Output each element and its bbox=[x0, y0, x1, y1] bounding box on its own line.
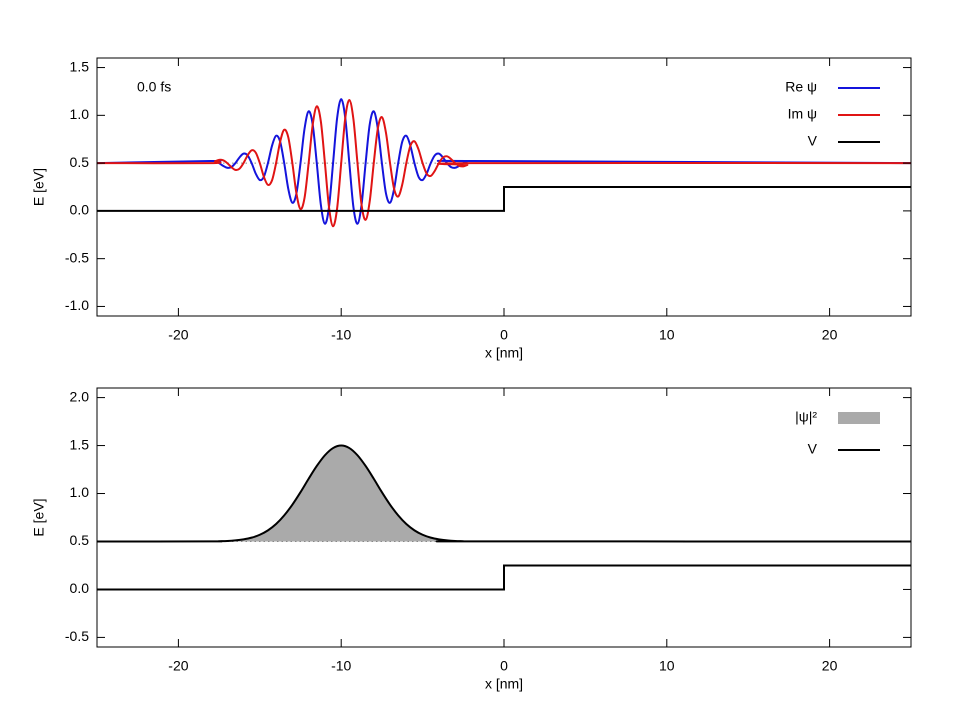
y-tick-label: 1.5 bbox=[70, 58, 90, 74]
series-line bbox=[97, 564, 911, 591]
x-tick-label: 20 bbox=[822, 327, 838, 343]
annotation: 0.0 fs bbox=[137, 79, 171, 95]
legend-label: Im ψ bbox=[788, 106, 817, 122]
y-tick-label: 1.0 bbox=[70, 484, 90, 500]
plot-frame bbox=[96, 57, 912, 317]
y-tick-label: 0.5 bbox=[70, 154, 90, 170]
x-tick-label: 10 bbox=[659, 658, 675, 674]
legend-swatch bbox=[838, 412, 880, 424]
y-tick-label: 0.0 bbox=[70, 580, 90, 596]
y-tick-label: -1.0 bbox=[65, 297, 89, 313]
legend-label: V bbox=[808, 441, 818, 457]
legend-label: |ψ|² bbox=[795, 409, 817, 425]
series-line bbox=[97, 98, 911, 228]
y-axis-label: E [eV] bbox=[31, 168, 47, 206]
x-tick-label: 20 bbox=[822, 658, 838, 674]
legend-label: V bbox=[808, 133, 818, 149]
series-line bbox=[97, 444, 911, 543]
plot-area bbox=[97, 444, 911, 591]
y-tick-label: 2.0 bbox=[70, 388, 90, 404]
x-tick-label: -20 bbox=[168, 658, 188, 674]
x-tick-label: -10 bbox=[331, 658, 351, 674]
series-line bbox=[97, 98, 911, 225]
x-axis-label: x [nm] bbox=[485, 676, 523, 692]
y-tick-label: 0.5 bbox=[70, 532, 90, 548]
y-tick-label: -0.5 bbox=[65, 249, 89, 265]
y-tick-label: 1.0 bbox=[70, 106, 90, 122]
x-tick-label: 0 bbox=[500, 658, 508, 674]
x-tick-label: 10 bbox=[659, 327, 675, 343]
y-axis-label: E [eV] bbox=[31, 498, 47, 536]
x-tick-label: -10 bbox=[331, 327, 351, 343]
y-tick-label: -0.5 bbox=[65, 628, 89, 644]
area bbox=[97, 445, 911, 542]
x-axis-label: x [nm] bbox=[485, 345, 523, 361]
x-tick-label: 0 bbox=[500, 327, 508, 343]
y-tick-label: 1.5 bbox=[70, 436, 90, 452]
plot-frame bbox=[96, 387, 912, 648]
legend-label: Re ψ bbox=[785, 79, 817, 95]
x-tick-label: -20 bbox=[168, 327, 188, 343]
series-line bbox=[97, 186, 911, 212]
y-tick-label: 0.0 bbox=[70, 202, 90, 218]
plot-area bbox=[97, 98, 911, 228]
